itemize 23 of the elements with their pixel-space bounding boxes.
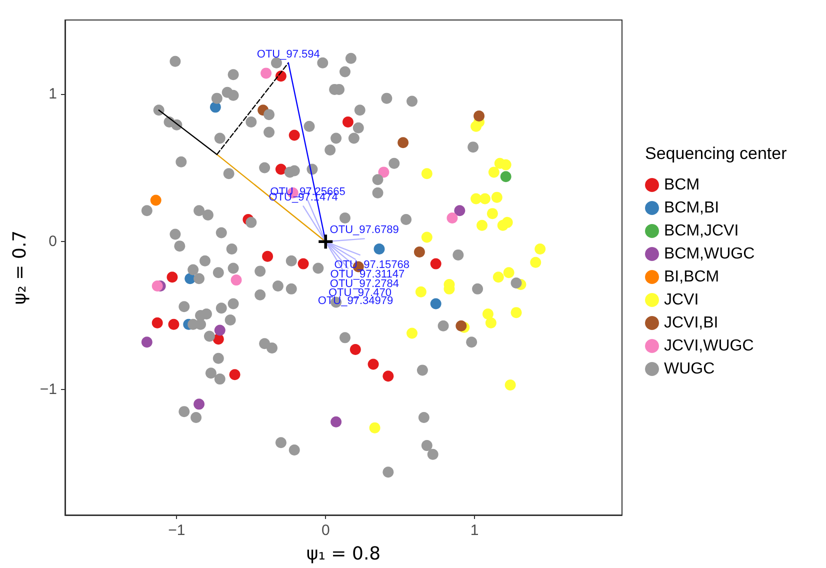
legend-label: BCM,JCVI (664, 222, 739, 240)
annotation: OTU_97.34979 (318, 295, 394, 308)
annotation: OTU_97.2784 (330, 278, 399, 290)
legend-label: BCM (664, 176, 700, 194)
annotation: OTU_97.31147 (330, 268, 405, 280)
y-tick-label: 0 (48, 233, 57, 250)
x-axis-title: ψ₁ = 0.8 (306, 544, 381, 564)
legend-label: BCM,BI (664, 200, 720, 216)
x-tick-label: 0 (321, 522, 330, 539)
y-tick-label: 1 (48, 85, 57, 102)
annotation: OTU_97.594 (256, 48, 320, 60)
y-tick-label: −1 (40, 380, 57, 398)
annotation: OTU_97.6789 (330, 224, 399, 236)
legend-label: JCVI,BI (664, 314, 718, 332)
legend-label: BCM,WUGC (664, 246, 755, 262)
legend-label: JCVI (664, 292, 699, 308)
legend-label: WUGC (664, 360, 715, 378)
legend-label: JCVI,WUGC (664, 338, 754, 354)
y-axis-title: ψ₂ = 0.7 (10, 230, 30, 305)
legend-label: BI,BCM (664, 268, 720, 286)
x-tick-label: 1 (470, 522, 479, 539)
legend-title: Sequencing center (645, 144, 788, 163)
x-tick-label: −1 (168, 522, 186, 539)
